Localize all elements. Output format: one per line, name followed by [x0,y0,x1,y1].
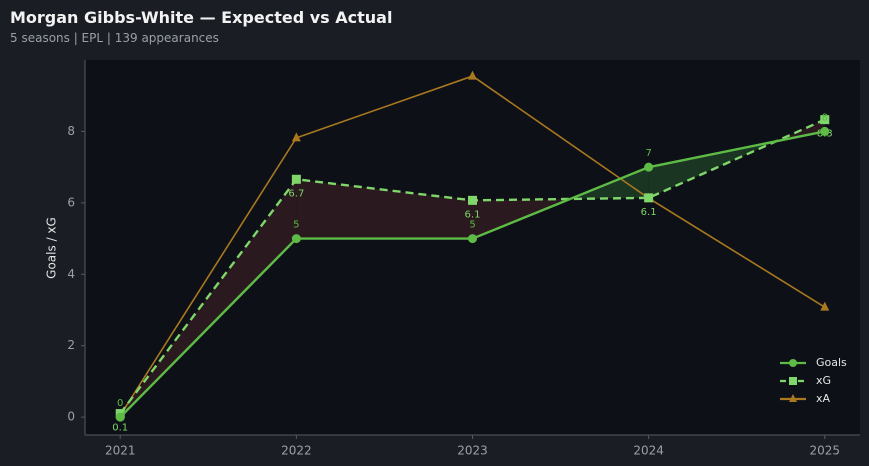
data-label: 5 [293,220,299,231]
chart-subtitle: 5 seasons | EPL | 139 appearances [10,31,219,45]
legend-marker [789,377,797,385]
marker [115,412,125,422]
x-tick-label: 2025 [809,444,840,458]
plot-area [85,60,860,435]
data-label: 0.1 [112,423,128,434]
marker [291,234,301,244]
data-label: 0 [117,398,123,409]
marker [468,70,477,80]
data-label: 6.1 [465,209,481,220]
marker [820,301,830,311]
marker [644,162,654,172]
x-tick-label: 2022 [281,444,312,458]
legend-label: Goals [816,356,847,369]
y-tick-label: 2 [67,338,75,352]
legend-label: xA [816,392,831,405]
y-tick-label: 6 [67,195,75,209]
x-tick-label: 2024 [633,444,664,458]
y-tick-label: 4 [67,267,75,281]
legend-label: xG [816,374,831,387]
chart-title: Morgan Gibbs-White — Expected vs Actual [10,8,392,27]
y-axis-label: Goals / xG [45,217,59,279]
gap-fill [296,179,473,239]
data-label: 5 [469,220,475,231]
marker [820,126,830,136]
marker [820,115,830,125]
marker [468,234,477,244]
legend-marker [789,394,797,402]
legend: Goals xG xA [780,356,847,405]
x-tick-label: 2021 [105,444,136,458]
marker [291,174,301,184]
data-label: 6.7 [288,188,304,199]
marker [291,132,301,142]
legend-marker [789,359,797,367]
y-tick-label: 8 [67,124,75,138]
marker [468,195,477,205]
x-tick-label: 2023 [457,444,488,458]
data-label: 7 [645,148,651,159]
marker [644,193,654,203]
data-label: 8 [822,112,828,123]
data-label: 6.1 [641,207,657,218]
y-tick-label: 0 [67,410,75,424]
